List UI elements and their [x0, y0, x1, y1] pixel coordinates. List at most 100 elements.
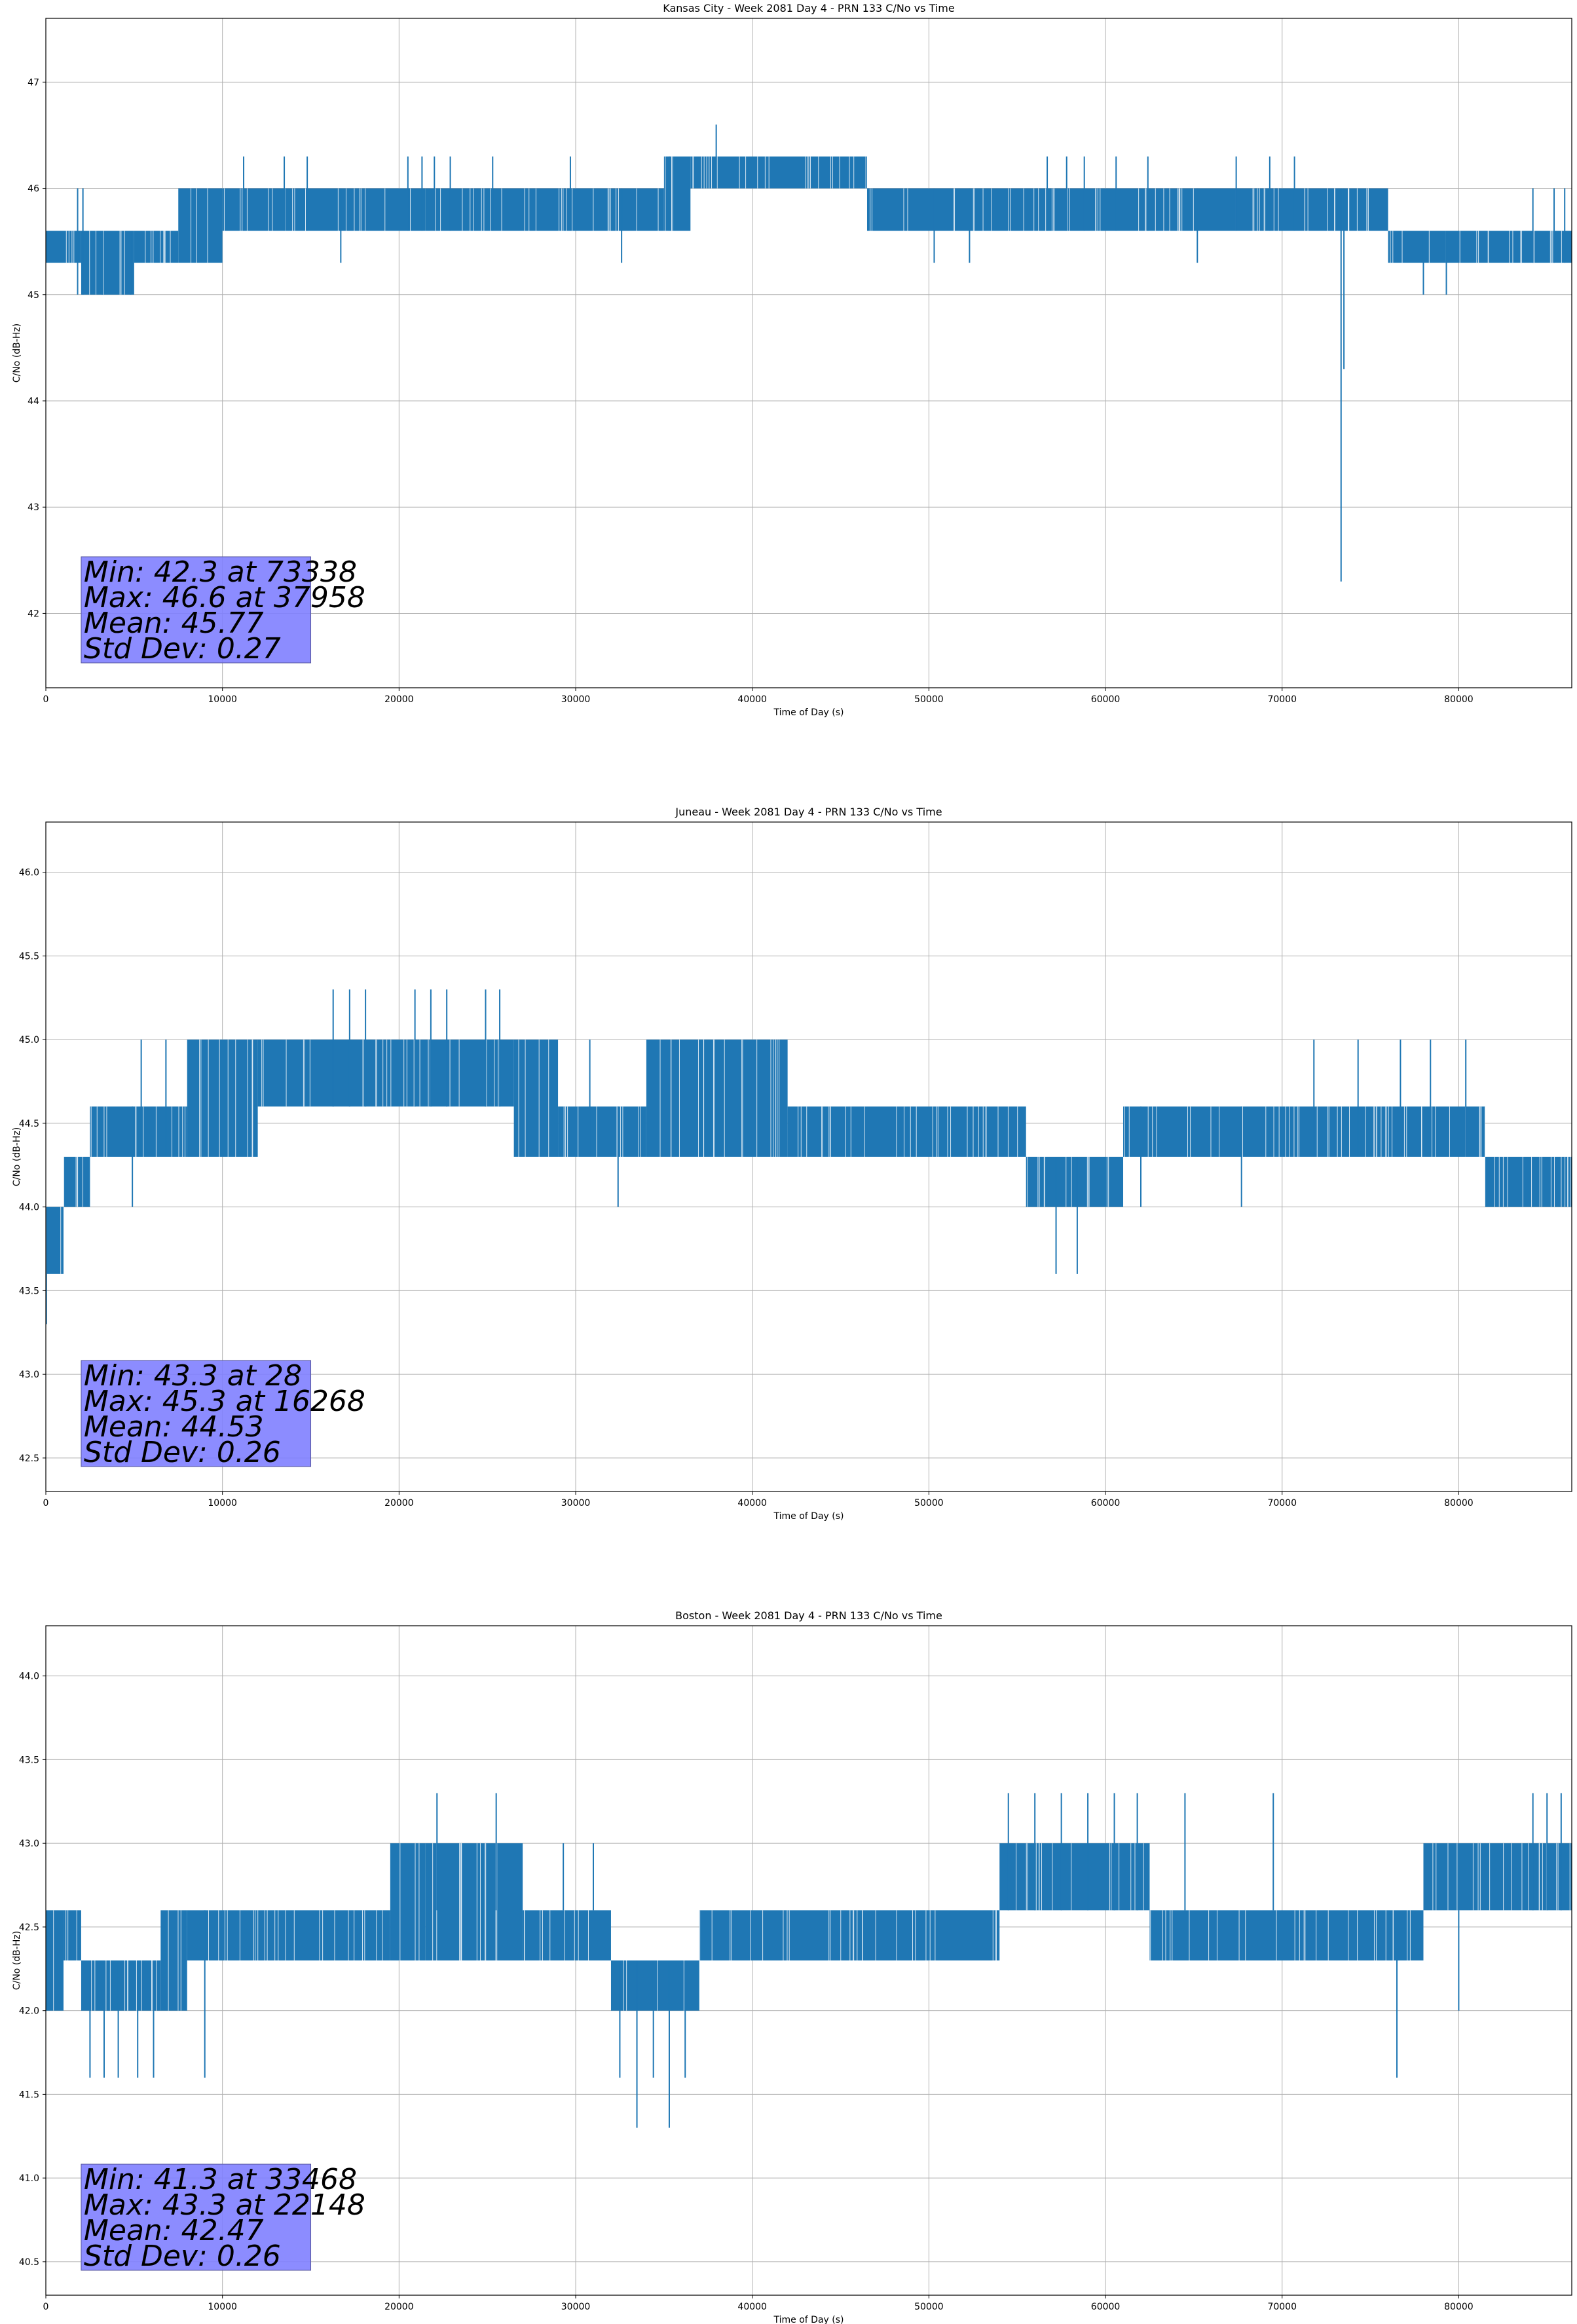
x-tick-label: 40000 — [737, 694, 767, 705]
stats-line: Min: 43.3 at 28 — [84, 1359, 302, 1393]
plot-frame — [45, 821, 1572, 1492]
data-band — [1423, 1843, 1572, 1911]
x-tick-label: 60000 — [1091, 2302, 1121, 2312]
x-tick-label: 70000 — [1267, 2302, 1297, 2312]
data-band — [46, 231, 81, 263]
x-tick-label: 70000 — [1267, 1498, 1297, 1509]
y-tick-label: 47 — [28, 77, 39, 88]
y-tick-label: 43 — [28, 502, 39, 513]
x-axis-label: Time of Day (s) — [773, 2315, 844, 2324]
y-tick-label: 45.5 — [19, 951, 39, 962]
data-band — [222, 188, 426, 231]
data-band — [425, 1843, 523, 1960]
y-tick-label: 43.0 — [19, 1370, 39, 1380]
x-tick-label: 40000 — [737, 1498, 767, 1509]
y-tick-label: 42.5 — [19, 1922, 39, 1933]
data-band — [178, 188, 223, 263]
chart-0: 0 10000 20000 30000 40000 50000 60000 70000 8000… — [12, 2, 1572, 718]
stats-box — [81, 556, 312, 664]
stats-line: Min: 42.3 at 73338 — [84, 555, 357, 589]
data-band — [257, 1040, 514, 1107]
data-band — [46, 1910, 64, 2011]
y-axis-label: C/No (dB-Hz) — [12, 1931, 22, 1990]
data-band — [81, 1960, 161, 2011]
x-tick-label: 50000 — [914, 1498, 944, 1509]
stats-line: Min: 41.3 at 33468 — [84, 2163, 357, 2196]
x-axis-label: Time of Day (s) — [773, 1511, 844, 1522]
y-tick-label: 44 — [28, 396, 39, 407]
data-band — [160, 1910, 187, 2011]
data-band — [513, 1040, 559, 1157]
x-tick-label: 70000 — [1267, 694, 1297, 705]
y-tick-label: 42.5 — [19, 1453, 39, 1464]
chart-title: Kansas City - Week 2081 Day 4 - PRN 133 … — [663, 2, 954, 14]
data-band — [610, 1960, 699, 2011]
y-tick-label: 43.5 — [19, 1755, 39, 1765]
chart-2: 0 10000 20000 30000 40000 50000 60000 70000 8000… — [12, 1609, 1572, 2324]
x-tick-label: 80000 — [1444, 694, 1474, 705]
plot-frame — [45, 1625, 1572, 2296]
stats-line: Max: 45.3 at 16268 — [84, 1385, 365, 1418]
y-axis-label: C/No (dB-Hz) — [12, 324, 22, 383]
y-tick-label: 40.5 — [19, 2257, 39, 2268]
x-tick-label: 10000 — [208, 2302, 237, 2312]
data-band — [63, 1157, 90, 1207]
x-tick-label: 20000 — [384, 1498, 414, 1509]
data-band — [1388, 231, 1572, 263]
x-tick-label: 60000 — [1091, 694, 1121, 705]
x-tick-label: 80000 — [1444, 2302, 1474, 2312]
stats-line: Mean: 42.47 — [84, 2214, 264, 2247]
x-tick-label: 10000 — [208, 694, 237, 705]
y-axis-label: C/No (dB-Hz) — [12, 1127, 22, 1186]
y-tick-label: 41.5 — [19, 2090, 39, 2100]
data-band — [523, 1910, 611, 1960]
y-tick-label: 45.0 — [19, 1035, 39, 1045]
data-band — [63, 1910, 81, 1960]
y-tick-label: 43.0 — [19, 1839, 39, 1849]
chart-1: 0 10000 20000 30000 40000 50000 60000 70000 8000… — [12, 806, 1572, 1522]
data-band — [1123, 1106, 1485, 1157]
y-tick-label: 44.0 — [19, 1203, 39, 1213]
data-band — [646, 1040, 788, 1157]
chart-title: Boston - Week 2081 Day 4 - PRN 133 C/No … — [675, 1609, 942, 1622]
x-tick-label: 30000 — [561, 1498, 591, 1509]
y-tick-label: 43.5 — [19, 1286, 39, 1296]
x-tick-label: 0 — [43, 1498, 49, 1509]
y-tick-label: 41.0 — [19, 2173, 39, 2184]
x-axis-label: Time of Day (s) — [773, 707, 844, 718]
y-tick-label: 42 — [28, 609, 39, 619]
y-tick-label: 44.5 — [19, 1119, 39, 1129]
x-tick-label: 30000 — [561, 694, 591, 705]
data-band — [1149, 1910, 1424, 1960]
x-tick-label: 20000 — [384, 694, 414, 705]
data-band — [81, 231, 134, 295]
data-band — [390, 1843, 426, 1960]
stats-box — [81, 1360, 312, 1467]
data-band — [663, 156, 691, 231]
stats-line: Mean: 44.53 — [84, 1410, 264, 1444]
data-band — [558, 1106, 646, 1157]
stats-line: Std Dev: 0.26 — [84, 1436, 281, 1469]
x-tick-label: 0 — [43, 2302, 49, 2312]
data-band — [699, 1910, 1000, 1960]
x-tick-label: 50000 — [914, 2302, 944, 2312]
x-tick-label: 20000 — [384, 2302, 414, 2312]
y-tick-label: 45 — [28, 290, 39, 301]
data-band — [866, 188, 1388, 231]
data-band — [425, 188, 664, 231]
data-band — [134, 231, 179, 263]
data-band — [1485, 1157, 1572, 1207]
plot-frame — [45, 18, 1572, 688]
stats-line: Std Dev: 0.26 — [84, 2240, 281, 2273]
data-band — [90, 1106, 187, 1157]
stats-line: Max: 43.3 at 22148 — [84, 2188, 365, 2222]
x-tick-label: 80000 — [1444, 1498, 1474, 1509]
x-tick-label: 60000 — [1091, 1498, 1121, 1509]
x-tick-label: 10000 — [208, 1498, 237, 1509]
y-tick-label: 46.0 — [19, 868, 39, 878]
x-tick-label: 30000 — [561, 2302, 591, 2312]
stats-line: Std Dev: 0.27 — [84, 632, 281, 665]
data-band — [187, 1910, 390, 1960]
stats-line: Mean: 45.77 — [84, 607, 264, 640]
y-tick-label: 44.0 — [19, 1672, 39, 1682]
